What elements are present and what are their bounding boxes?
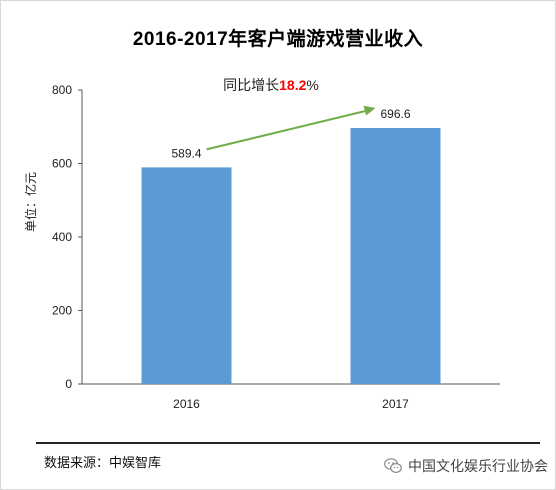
x-tick-label-2017: 2017 (382, 397, 409, 411)
growth-label: 同比增长18.2% (223, 77, 319, 93)
bars: 589.4 696.6 (141, 107, 441, 384)
growth-label-suffix: % (306, 77, 318, 93)
wechat-icon (384, 458, 402, 474)
y-tick-label: 200 (52, 304, 72, 318)
bar-2017 (350, 127, 441, 384)
data-label-2016: 589.4 (171, 146, 201, 160)
watermark-text: 中国文化娱乐行业协会 (408, 458, 548, 474)
growth-arrow-line (206, 109, 370, 151)
growth-label-value: 18.2 (279, 77, 306, 93)
bar-2016 (141, 167, 232, 384)
growth-arrow-head (363, 105, 376, 116)
y-tick-label: 0 (65, 377, 72, 391)
watermark: 中国文化娱乐行业协会 (384, 456, 548, 476)
y-tick-label: 600 (52, 157, 72, 171)
y-tick-label: 400 (52, 230, 72, 244)
data-label-2017: 696.6 (380, 107, 410, 121)
y-tick-label: 800 (52, 83, 72, 97)
axes: 0 200 400 600 800 2016 2017 (52, 83, 500, 411)
x-tick-label-2016: 2016 (173, 397, 200, 411)
chart-title: 2016-2017年客户端游戏营业收入 (132, 29, 424, 50)
footer-divider (36, 442, 540, 444)
growth-label-prefix: 同比增长 (223, 77, 279, 93)
growth-annotation: 同比增长18.2% (206, 77, 376, 151)
source-note: 数据来源：中娱智库 (44, 455, 162, 470)
